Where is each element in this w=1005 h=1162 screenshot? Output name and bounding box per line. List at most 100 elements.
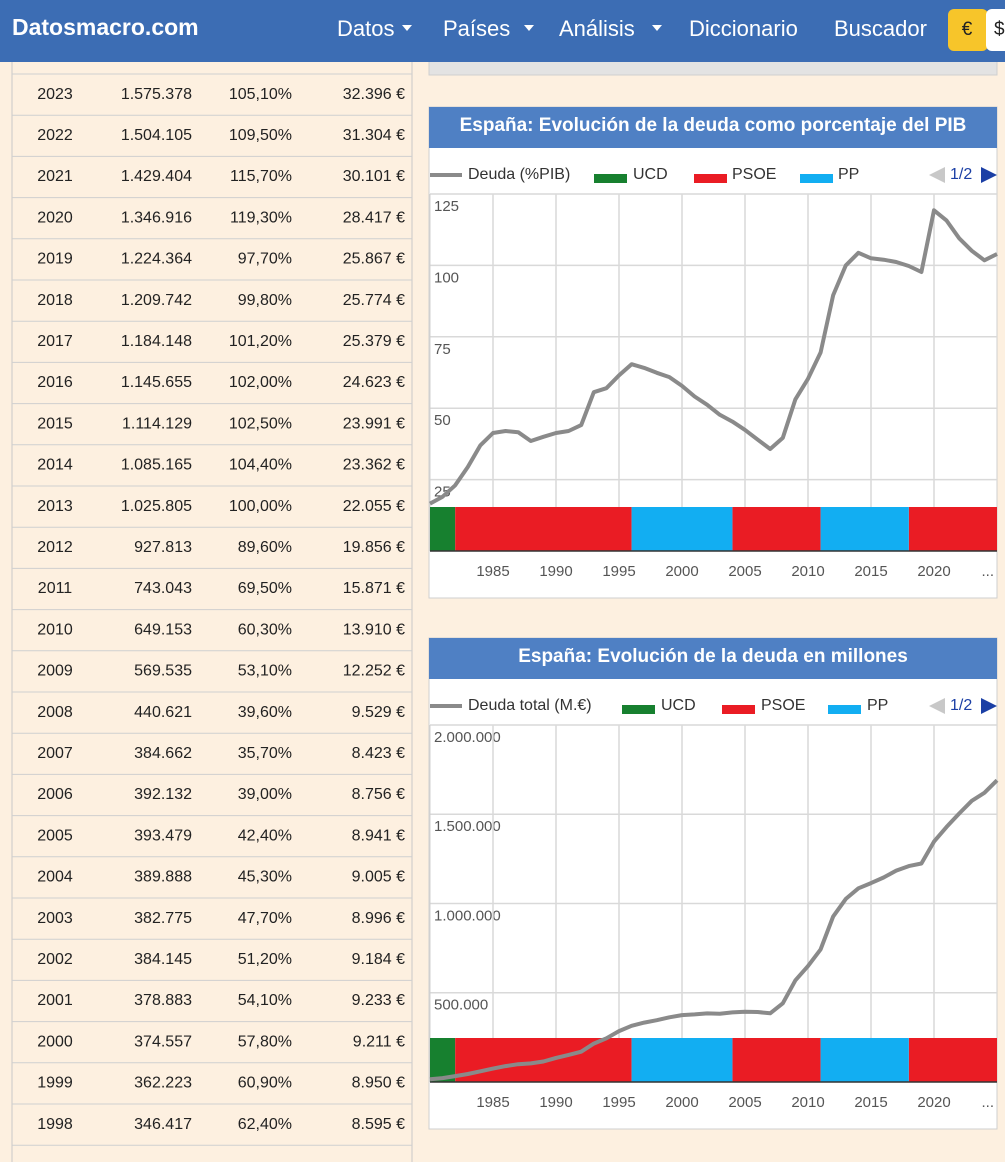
- x-tick-label: 1990: [539, 1094, 572, 1111]
- legend-label: UCD: [633, 166, 668, 183]
- table-cell: 9.005 €: [352, 869, 405, 886]
- table-cell: 1.224.364: [121, 251, 192, 268]
- table-cell: 1.209.742: [121, 292, 192, 309]
- table-cell: 35,70%: [238, 745, 292, 762]
- table-cell: 15.871 €: [343, 580, 405, 597]
- table-cell: 22.055 €: [343, 498, 405, 515]
- caret: [524, 25, 534, 31]
- table-cell: 102,50%: [229, 415, 292, 432]
- table-cell: 1.184.148: [121, 333, 192, 350]
- table-cell: 8.756 €: [352, 786, 405, 803]
- table-cell: 8.423 €: [352, 745, 405, 762]
- y-tick-label: 500.000: [434, 997, 488, 1014]
- chart-title: España: Evolución de la deuda en millone…: [518, 646, 908, 667]
- x-tick-label: 2000: [665, 1094, 698, 1111]
- x-tick-label: 1985: [476, 1094, 509, 1111]
- x-tick-label: 2020: [917, 1094, 950, 1111]
- x-tick-label: 2015: [854, 563, 887, 580]
- menu-item[interactable]: Diccionario: [689, 16, 798, 41]
- pager-next[interactable]: [981, 698, 997, 714]
- table-cell: 25.379 €: [343, 333, 405, 350]
- table-cell: 1.025.805: [121, 498, 192, 515]
- brand[interactable]: Datosmacro.com: [12, 14, 199, 40]
- x-tick-label: 1995: [602, 563, 635, 580]
- menu-item[interactable]: Datos: [337, 16, 394, 41]
- table-cell: 1999: [37, 1075, 73, 1092]
- pager-prev[interactable]: [929, 167, 945, 183]
- caret: [652, 25, 662, 31]
- table-cell: 9.211 €: [353, 1033, 405, 1050]
- table-cell: 2015: [37, 415, 73, 432]
- currency-button[interactable]: [948, 9, 988, 51]
- table-cell: 1.575.378: [121, 86, 192, 103]
- legend-swatch: [622, 705, 655, 714]
- table-cell: 382.775: [134, 910, 192, 927]
- menu-item[interactable]: Países: [443, 16, 510, 41]
- x-tick-label: 2005: [728, 1094, 761, 1111]
- x-tick-label: ...: [981, 1094, 994, 1111]
- table-cell: 2016: [37, 374, 73, 391]
- table-cell: 9.233 €: [352, 992, 405, 1009]
- table-cell: 2022: [37, 127, 73, 144]
- table-cell: 97,70%: [238, 251, 292, 268]
- data-line: [429, 208, 998, 506]
- party-band: [455, 507, 632, 551]
- table-cell: 8.941 €: [352, 827, 405, 844]
- table-cell: 119,30%: [230, 209, 292, 226]
- table-cell: 28.417 €: [343, 209, 405, 226]
- table-cell: 2014: [37, 457, 73, 474]
- table-cell: 9.529 €: [352, 704, 405, 721]
- table-cell: 2005: [37, 827, 73, 844]
- table-cell: 53,10%: [238, 663, 292, 680]
- table-cell: 1.145.655: [121, 374, 192, 391]
- chart-title-bar: [429, 638, 997, 679]
- chart-title: España: Evolución de la deuda como porce…: [460, 115, 967, 136]
- table-cell: 2001: [37, 992, 73, 1009]
- party-band: [820, 507, 909, 551]
- currency-button[interactable]: [986, 9, 1005, 51]
- menu-item[interactable]: Análisis: [559, 16, 635, 41]
- table-cell: 25.774 €: [343, 292, 405, 309]
- table-cell: 1998: [37, 1116, 73, 1133]
- table-cell: 24.623 €: [343, 374, 405, 391]
- legend-label: PSOE: [761, 697, 805, 714]
- table-cell: 346.417: [134, 1116, 192, 1133]
- table-cell: 362.223: [134, 1075, 192, 1092]
- table-cell: 2008: [37, 704, 73, 721]
- pager-prev[interactable]: [929, 698, 945, 714]
- chart-title-bar: [429, 107, 997, 148]
- pager-next[interactable]: [981, 167, 997, 183]
- table-cell: 2006: [37, 786, 73, 803]
- table-cell: 2023: [37, 86, 73, 103]
- table-cell: 102,00%: [229, 374, 292, 391]
- table-cell: 30.101 €: [343, 168, 405, 185]
- table-cell: 39,60%: [238, 704, 292, 721]
- table-cell: 384.662: [134, 745, 192, 762]
- y-tick-label: 50: [434, 412, 451, 429]
- legend-label: Deuda total (M.€): [468, 697, 592, 714]
- table-cell: 13.910 €: [343, 621, 405, 638]
- table-cell: 25.867 €: [343, 251, 405, 268]
- table-cell: 89,60%: [238, 539, 292, 556]
- table-cell: 2011: [38, 580, 73, 597]
- table-cell: 100,00%: [229, 498, 292, 515]
- legend-label: UCD: [661, 697, 696, 714]
- y-tick-label: 125: [434, 198, 459, 215]
- table-cell: 440.621: [134, 704, 192, 721]
- table-cell: 105,10%: [229, 86, 292, 103]
- table-cell: 19.856 €: [343, 539, 405, 556]
- table-cell: 2010: [37, 621, 73, 638]
- table-cell: 23.362 €: [343, 457, 405, 474]
- table-cell: 8.595 €: [352, 1116, 405, 1133]
- legend-swatch: [800, 174, 833, 183]
- legend-swatch: [828, 705, 861, 714]
- legend-swatch: [694, 174, 727, 183]
- table-cell: 9.184 €: [352, 951, 405, 968]
- y-tick-label: 2.000.000: [434, 729, 501, 746]
- menu-item[interactable]: Buscador: [834, 16, 927, 41]
- table-cell: 2002: [37, 951, 73, 968]
- chart: España: Evolución de la deuda en millone…: [428, 637, 999, 1130]
- legend-label: PP: [838, 166, 859, 183]
